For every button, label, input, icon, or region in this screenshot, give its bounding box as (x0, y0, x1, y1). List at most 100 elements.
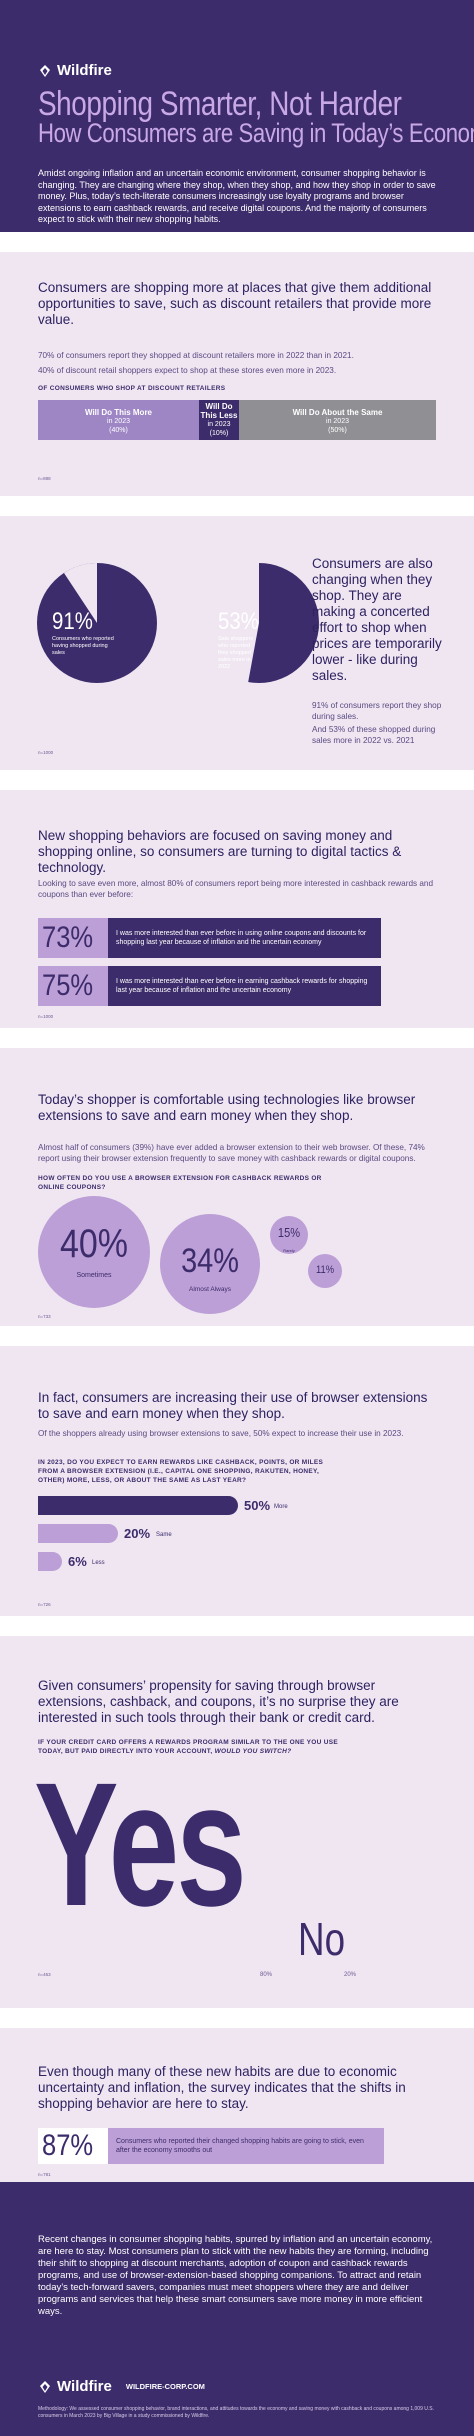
stay-section: Even though many of these new habits are… (0, 2028, 474, 2182)
where-section: Consumers are shopping more at places th… (0, 252, 474, 496)
how-body: Looking to save even more, almost 80% of… (38, 879, 434, 899)
how-headline: New shopping behaviors are focused on sa… (38, 828, 402, 875)
tech-body: Almost half of consumers (39%) have ever… (38, 1143, 425, 1163)
increase-section: In fact, consumers are increasing their … (0, 1346, 474, 1616)
where-stat-1: 70% of consumers report they shopped at … (38, 351, 354, 360)
segment-same-pct: (50%) (328, 427, 347, 434)
how-row-coupons-text-box: I was more interested than ever before i… (108, 918, 381, 958)
bubble-never-value: 11% (315, 1264, 335, 1276)
where-headline: Consumers are shopping more at places th… (38, 280, 432, 327)
how-row-cashback-box: 75% (38, 966, 108, 1006)
stay-row: 87% Consumers who reported their changed… (38, 2128, 384, 2164)
increase-source: n=726 (38, 1602, 51, 1607)
bar-more-value: 50% (244, 1498, 271, 1513)
how-row-coupons-value: 73% (42, 921, 94, 954)
stay-value-box: 87% (38, 2128, 108, 2164)
page-subtitle: How Consumers are Saving in Today’s Econ… (38, 118, 474, 148)
brand-logo[interactable]: Wildfire (38, 62, 436, 79)
switch-source: n=463 (38, 1972, 51, 1977)
segment-more-year: in 2023 (107, 418, 130, 425)
when-section: 91% Consumers who reported having shoppe… (0, 516, 474, 770)
stay-headline: Even though many of these new habits are… (38, 2064, 406, 2111)
how-row-cashback: 75% I was more interested than ever befo… (38, 966, 381, 1006)
stay-value: 87% (42, 2129, 94, 2162)
stay-text-box: Consumers who reported their changed sho… (108, 2128, 384, 2164)
bubble-rarely: 15% Rarely (270, 1216, 308, 1254)
bubble-almost-always: 34% Almost Always (160, 1214, 260, 1314)
segment-less: Will Do This Less in 2023 (10%) (199, 400, 239, 440)
pie-53-label: Sale shoppers who reported they shopped … (218, 636, 254, 670)
how-source: n=1000 (38, 1014, 54, 1019)
how-row-cashback-text-box: I was more interested than ever before i… (108, 966, 381, 1006)
where-source: n=888 (38, 476, 51, 481)
bar-same-label: Same (156, 1532, 172, 1538)
switch-question-text: IF YOUR CREDIT CARD OFFERS A REWARDS PRO… (38, 1739, 338, 1755)
bubble-almost-always-value: 34% (181, 1242, 239, 1280)
footer-methodology: Methodology: We assessed consumer shoppi… (38, 2406, 434, 2419)
bubble-rarely-value: 15% (277, 1225, 301, 1240)
switch-question: IF YOUR CREDIT CARD OFFERS A REWARDS PRO… (38, 1738, 338, 1756)
footer-brand-row: Wildfire WILDFIRE-CORP.COM (38, 2378, 436, 2395)
when-headline: Consumers are also changing when they sh… (312, 556, 442, 683)
bar-more (38, 1496, 238, 1515)
bar-less (38, 1552, 62, 1571)
hero-section: Wildfire Shopping Smarter, Not Harder Ho… (0, 0, 474, 232)
yes-word: Yes (34, 1747, 247, 1943)
how-row-cashback-value: 75% (42, 969, 94, 1002)
stay-source: n=781 (38, 2172, 51, 2177)
footer-section: Recent changes in consumer shopping habi… (0, 2182, 474, 2436)
bar-less-value: 6% (68, 1554, 87, 1569)
pie-91-label: Consumers who reported having shopped du… (52, 636, 114, 656)
segment-less-pct: (10%) (209, 430, 229, 437)
divider (0, 770, 474, 790)
brand-name: Wildfire (57, 62, 112, 79)
yes-pct: 80% (260, 1972, 273, 1978)
how-row-coupons-box: 73% (38, 918, 108, 958)
bubble-never: 11% (308, 1254, 342, 1288)
bubble-sometimes: 40% Sometimes (38, 1196, 150, 1308)
tech-headline: Today’s shopper is comfortable using tec… (38, 1092, 416, 1123)
tech-section: Today’s shopper is comfortable using tec… (0, 1048, 474, 1326)
divider (0, 1028, 474, 1048)
increase-body: Of the shoppers already using browser ex… (38, 1429, 404, 1438)
intro-text: Amidst ongoing inflation and an uncertai… (38, 168, 436, 224)
tech-source: n=733 (38, 1314, 51, 1319)
discount-stacked-bar: Will Do This More in 2023 (40%) Will Do … (38, 400, 436, 440)
segment-same: Will Do About the Same in 2023 (50%) (239, 400, 436, 440)
switch-section: Given consumers’ propensity for saving t… (0, 1636, 474, 2008)
segment-same-year: in 2023 (326, 418, 349, 425)
divider (0, 496, 474, 516)
footer-summary: Recent changes in consumer shopping habi… (38, 2234, 433, 2317)
when-stat-2: And 53% of these shopped during sales mo… (312, 725, 436, 745)
divider (0, 1616, 474, 1636)
segment-more-label: Will Do This More (84, 408, 153, 417)
footer-brand-name: Wildfire (57, 2378, 112, 2395)
divider (0, 2008, 474, 2028)
bubble-sometimes-label: Sometimes (76, 1272, 112, 1279)
bar-more-label: More (274, 1504, 288, 1510)
footer-logo[interactable]: Wildfire (38, 2378, 112, 2395)
no-pct: 20% (344, 1972, 357, 1978)
when-source: n=1000 (38, 750, 54, 755)
pie-53-value: 53% (218, 608, 259, 635)
segment-more: Will Do This More in 2023 (40%) (38, 400, 199, 440)
increase-question: IN 2023, DO YOU EXPECT TO EARN REWARDS L… (38, 1459, 324, 1484)
bar-less-label: Less (92, 1560, 105, 1566)
pie-53 (198, 562, 319, 683)
how-row-cashback-text: I was more interested than ever before i… (116, 978, 368, 994)
bubble-almost-always-label: Almost Always (189, 1286, 231, 1293)
pie-53-label-box: 53% Sale shoppers who reported they shop… (218, 608, 262, 671)
segment-less-year: in 2023 (207, 421, 231, 428)
how-row-coupons-text: I was more interested than ever before i… (116, 930, 367, 946)
tech-question: HOW OFTEN DO YOU USE A BROWSER EXTENSION… (38, 1175, 322, 1191)
switch-question-emphasis: WOULD YOU SWITCH? (214, 1748, 292, 1755)
segment-more-pct: (40%) (109, 427, 128, 434)
bar-same-value: 20% (124, 1526, 151, 1541)
how-row-coupons: 73% I was more interested than ever befo… (38, 918, 381, 958)
footer-url-link[interactable]: WILDFIRE-CORP.COM (125, 2382, 205, 2391)
segment-same-label: Will Do About the Same (292, 408, 383, 417)
switch-headline: Given consumers’ propensity for saving t… (38, 1678, 399, 1725)
pie-91-label-box: 91% Consumers who reported having shoppe… (52, 608, 122, 657)
pie-91 (37, 563, 157, 683)
wildfire-logo-icon (40, 2380, 50, 2393)
